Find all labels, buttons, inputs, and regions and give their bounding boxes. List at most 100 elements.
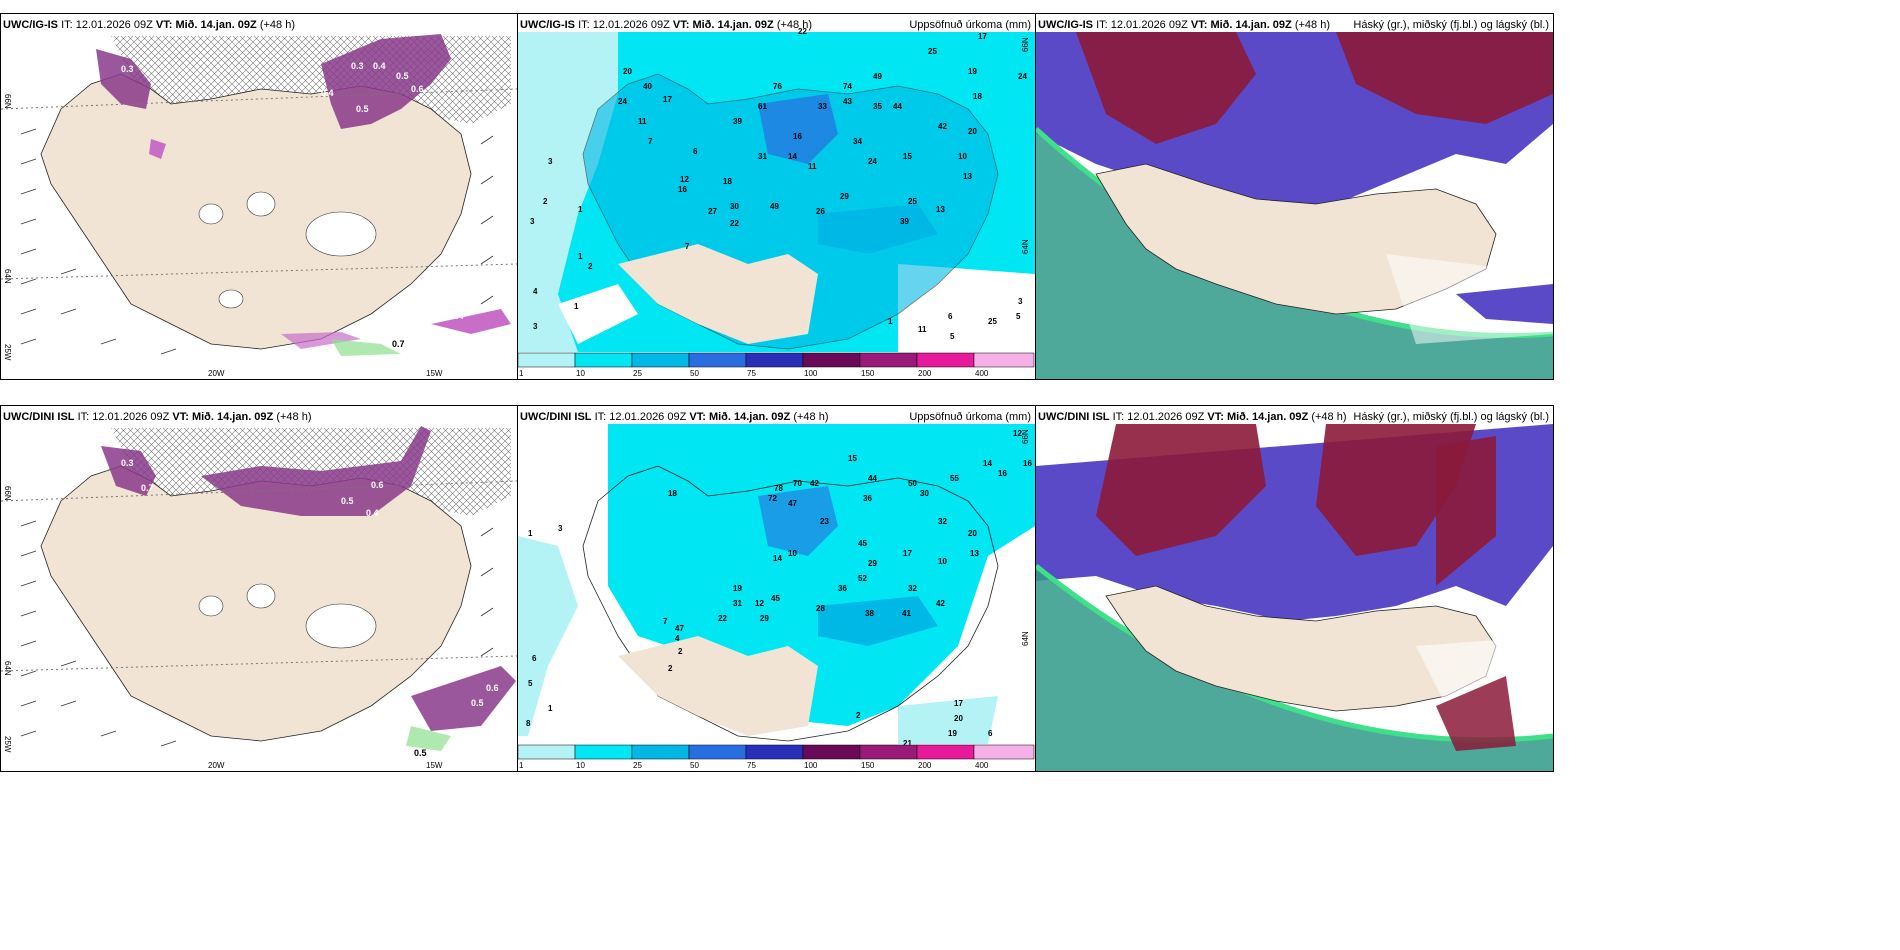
precip-value: 6 xyxy=(948,312,953,321)
precip-value: 12 xyxy=(755,599,764,608)
precip-value: 30 xyxy=(730,202,739,211)
valid-time: Mið. 14.jan. 09Z xyxy=(175,19,257,31)
axis-lon-label: 25W xyxy=(3,344,12,361)
glacier-hofsjokull xyxy=(198,595,224,617)
panel-header: UWC/DINI ISL IT: 12.01.2026 09Z VT: Mið.… xyxy=(1036,408,1553,426)
precip-value: 20 xyxy=(623,67,632,76)
precip-value: 39 xyxy=(900,217,909,226)
snow-value: 0.4 xyxy=(366,508,379,518)
axis-lat-label: 64N xyxy=(3,661,12,676)
colorbar-tick: 50 xyxy=(690,761,699,770)
precip-value: 39 xyxy=(733,117,742,126)
precip-value: 13 xyxy=(936,205,945,214)
axis-lat-label: 66N xyxy=(1021,429,1030,444)
colorbar-tick: 10 xyxy=(576,761,585,770)
precip-value: 15 xyxy=(903,152,912,161)
colorbar-segment xyxy=(688,352,747,368)
colorbar-segment xyxy=(631,352,690,368)
precip-value: 49 xyxy=(770,202,779,211)
lead-time: (+48 h) xyxy=(1311,411,1347,423)
precip-value: 40 xyxy=(643,82,652,91)
precip-value: 43 xyxy=(843,97,852,106)
precip-value: 27 xyxy=(708,207,717,216)
precip-value: 78 xyxy=(774,484,783,493)
valid-time: Mið. 14.jan. 09Z xyxy=(1226,411,1309,423)
precip-value: 18 xyxy=(973,92,982,101)
colorbar-segment xyxy=(802,744,861,760)
precip-value: 1 xyxy=(548,704,553,713)
init-time: 12.01.2026 09Z xyxy=(1110,19,1188,31)
init-time: 12.01.2026 09Z xyxy=(92,411,170,423)
precip-value: 16 xyxy=(998,469,1007,478)
precip-value: 38 xyxy=(865,609,874,618)
precip-value: 49 xyxy=(873,72,882,81)
precip-value: 2 xyxy=(588,262,593,271)
wind-barbs xyxy=(20,520,494,747)
precip-value: 47 xyxy=(788,499,797,508)
precip-value: 42 xyxy=(936,599,945,608)
precip-value: 45 xyxy=(771,594,780,603)
iceland-outline xyxy=(582,465,999,742)
colorbar-tick: 75 xyxy=(747,761,756,770)
colorbar-segment xyxy=(518,352,576,368)
glacier-langjokull xyxy=(246,191,276,217)
init-time: 12.01.2026 09Z xyxy=(1127,411,1205,423)
precip-value: 5 xyxy=(1016,312,1021,321)
valid-time: Mið. 14.jan. 09Z xyxy=(708,411,791,423)
snow-value: 0.5 xyxy=(341,496,354,506)
precip-value: 20 xyxy=(968,127,977,136)
precip-value: 7 xyxy=(648,137,653,146)
dry-land-south xyxy=(618,636,818,736)
precip-value: 70 xyxy=(793,479,802,488)
colorbar-tick: 400 xyxy=(975,761,989,770)
snow-value: 0.3 xyxy=(121,458,134,468)
precip-value: 7 xyxy=(685,242,690,251)
colorbar-segment xyxy=(802,352,861,368)
precip-value: 42 xyxy=(810,479,819,488)
axis-lat-label: 64N xyxy=(3,269,12,284)
dry-land-south xyxy=(618,244,818,344)
axis-lon-label: 25W xyxy=(3,736,12,753)
precip-value: 1 xyxy=(888,317,893,326)
precip-value: 74 xyxy=(843,82,852,91)
graticule xyxy=(1,88,517,280)
precip-value: 18 xyxy=(668,489,677,498)
precip-value: 19 xyxy=(948,729,957,738)
model-name: UWC/DINI ISL xyxy=(1038,411,1110,423)
precip-heavy-1 xyxy=(758,94,838,164)
colorbar-tick: 50 xyxy=(690,369,699,378)
precip-value: 16 xyxy=(678,185,687,194)
precip-value: 41 xyxy=(902,609,911,618)
colorbar-tick: 10 xyxy=(576,369,585,378)
precip-value: 22 xyxy=(798,27,807,36)
precip-map: 17 19 24 18 22 25 74 49 33 76 43 61 44 3… xyxy=(518,27,1035,378)
precip-value: 1 xyxy=(578,252,583,261)
precip-value: 61 xyxy=(758,102,767,111)
panel-title: Háský (gr.), miðský (fj.bl.) og lágský (… xyxy=(1353,19,1549,31)
precip-light-west xyxy=(518,536,578,736)
precip-value: 6 xyxy=(988,729,993,738)
snow-patch-se xyxy=(411,666,516,731)
panel-dini-clouds: UWC/DINI ISL IT: 12.01.2026 09Z VT: Mið.… xyxy=(1035,405,1554,772)
panel-header: UWC/DINI ISL IT: 12.01.2026 09Z VT: Mið.… xyxy=(518,408,1035,426)
colorbar-tick: 200 xyxy=(918,369,932,378)
colorbar-tick: 25 xyxy=(633,761,642,770)
precip-value: 72 xyxy=(768,494,777,503)
precip-value: 12 xyxy=(1013,429,1022,438)
precip-value: 19 xyxy=(968,67,977,76)
precip-none-sw xyxy=(558,284,638,344)
precip-value: 34 xyxy=(853,137,862,146)
precip-value: 20 xyxy=(968,529,977,538)
colorbar-segment xyxy=(518,744,576,760)
precip-value: 45 xyxy=(858,539,867,548)
precip-value: 16 xyxy=(1023,459,1032,468)
precip-map: 12 16 18 14 15 16 78 70 42 44 72 30 55 5… xyxy=(518,424,1035,770)
precip-value: 24 xyxy=(868,157,877,166)
snow-value: 0.5 xyxy=(414,748,427,758)
precip-value: 3 xyxy=(530,217,535,226)
precip-value: 22 xyxy=(718,614,727,623)
colorbar-tick: 100 xyxy=(804,369,818,378)
glacier-hofsjokull xyxy=(198,203,224,225)
precip-value: 2 xyxy=(678,647,683,656)
precip-value: 4 xyxy=(533,287,538,296)
